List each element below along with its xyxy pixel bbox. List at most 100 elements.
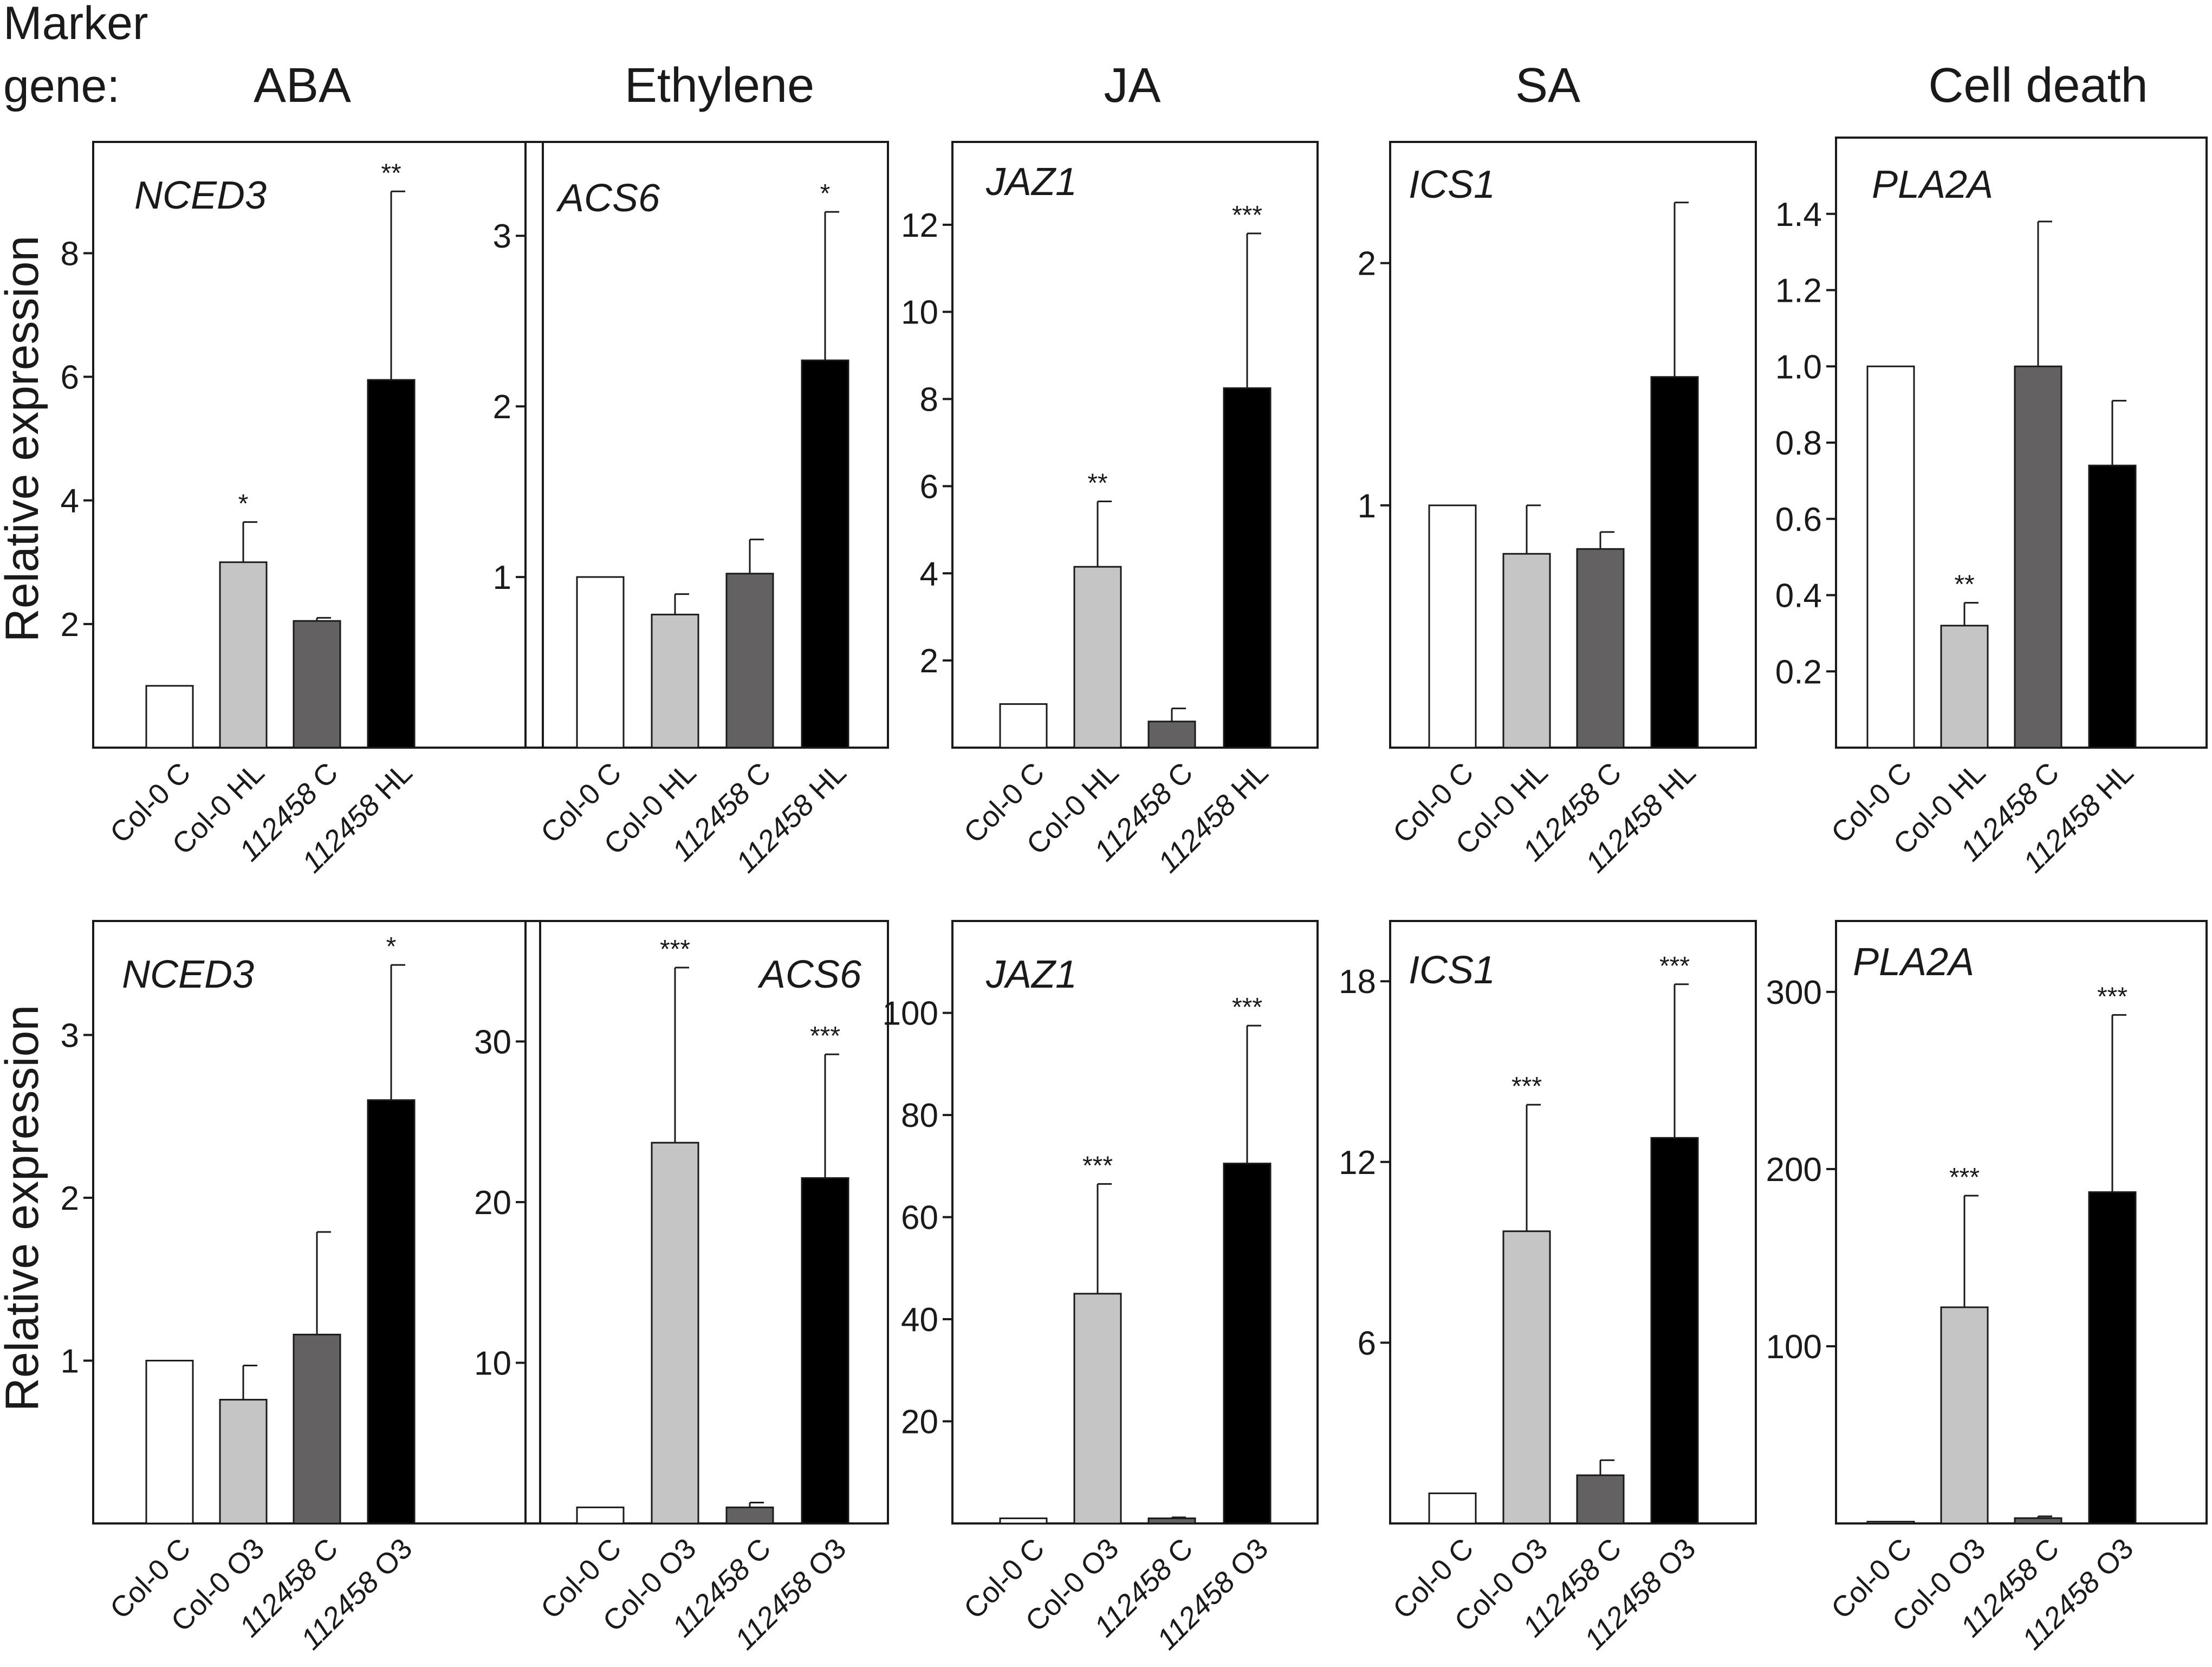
gene-title-acs6: ACS6 <box>757 953 862 996</box>
bar-nced3-2 <box>293 620 341 749</box>
bar-jaz1-2 <box>1147 721 1196 749</box>
y-tick-label: 100 <box>883 995 938 1033</box>
bar-jaz1-3 <box>1223 387 1272 749</box>
significance-mark: * <box>238 490 249 518</box>
gene-title-acs6: ACS6 <box>556 177 660 220</box>
significance-mark: *** <box>2097 982 2127 1011</box>
y-tick-label: 6 <box>1358 1325 1376 1362</box>
y-tick-label: 1.4 <box>1775 196 1822 233</box>
y-tick-label: 12 <box>1339 1144 1376 1182</box>
category-header-aba: ABA <box>254 59 351 113</box>
gene-title-ics1: ICS1 <box>1409 949 1495 992</box>
significance-mark: *** <box>1232 993 1262 1022</box>
bar-acs6-2 <box>725 573 774 749</box>
significance-mark: *** <box>1512 1072 1542 1101</box>
gene-title-jaz1: JAZ1 <box>985 953 1077 996</box>
y-tick-label: 200 <box>1766 1151 1822 1189</box>
bar-pla2a-2 <box>2014 365 2062 749</box>
category-header-cell-death: Cell death <box>1928 59 2148 113</box>
gene-title-ics1: ICS1 <box>1409 163 1495 206</box>
y-tick-label: 1.2 <box>1775 273 1822 310</box>
bar-ics1-3 <box>1650 1137 1699 1525</box>
y-tick-label: 0.2 <box>1775 653 1822 691</box>
y-tick-label: 10 <box>474 1345 511 1382</box>
y-tick-label: 2 <box>493 388 511 426</box>
category-header-ethylene: Ethylene <box>625 59 814 113</box>
bar-ics1-2 <box>1576 548 1625 749</box>
bar-ics1-0 <box>1428 1492 1477 1525</box>
plot-frame <box>951 141 1319 749</box>
significance-mark: ** <box>1087 469 1107 498</box>
y-tick-label: 8 <box>61 235 79 273</box>
y-tick-label: 4 <box>920 555 938 593</box>
marker-label-line2: gene: <box>3 60 120 112</box>
bar-acs6-0 <box>576 1506 625 1525</box>
y-tick-label: 60 <box>901 1199 938 1237</box>
bar-jaz1-1 <box>1073 1293 1122 1525</box>
gene-title-nced3: NCED3 <box>134 174 267 217</box>
bar-nced3-0 <box>145 1359 194 1525</box>
y-tick-label: 100 <box>1766 1328 1822 1366</box>
y-axis-label-bottom: Relative expression <box>0 1005 48 1411</box>
significance-mark: *** <box>810 1022 840 1050</box>
bar-jaz1-1 <box>1073 566 1122 749</box>
gene-title-pla2a: PLA2A <box>1872 163 1993 206</box>
y-tick-label: 4 <box>61 483 79 520</box>
y-tick-label: 40 <box>901 1301 938 1339</box>
y-tick-label: 80 <box>901 1097 938 1134</box>
bar-pla2a-3 <box>2088 1191 2137 1525</box>
bar-acs6-1 <box>651 1141 699 1525</box>
significance-mark: * <box>820 179 831 208</box>
bar-jaz1-0 <box>999 703 1048 749</box>
gene-title-nced3: NCED3 <box>122 953 254 996</box>
plot-frame <box>1389 920 1757 1525</box>
y-tick-label: 3 <box>61 1017 79 1054</box>
y-tick-label: 0.4 <box>1775 578 1822 615</box>
bar-acs6-3 <box>801 1177 849 1525</box>
y-tick-label: 1 <box>61 1342 79 1380</box>
bar-nced3-1 <box>219 1399 268 1525</box>
y-tick-label: 8 <box>920 381 938 419</box>
bar-ics1-1 <box>1502 1230 1551 1525</box>
gene-title-pla2a: PLA2A <box>1853 940 1974 984</box>
y-tick-label: 1 <box>493 559 511 596</box>
bar-ics1-0 <box>1428 504 1477 749</box>
bar-jaz1-3 <box>1223 1163 1272 1525</box>
y-tick-label: 3 <box>493 218 511 255</box>
plot-frame <box>524 920 889 1525</box>
plot-frame <box>524 141 889 749</box>
bar-nced3-3 <box>367 1099 416 1525</box>
significance-mark: ** <box>381 159 401 187</box>
bar-acs6-3 <box>801 359 849 749</box>
bar-nced3-3 <box>367 379 416 749</box>
significance-mark: *** <box>1082 1151 1113 1180</box>
y-tick-label: 2 <box>920 643 938 680</box>
bar-nced3-0 <box>145 685 194 749</box>
bar-acs6-1 <box>651 613 699 749</box>
y-tick-label: 0.8 <box>1775 425 1822 462</box>
bar-pla2a-1 <box>1940 1306 1989 1525</box>
bar-pla2a-3 <box>2088 464 2137 749</box>
gene-title-jaz1: JAZ1 <box>985 160 1077 204</box>
y-tick-label: 18 <box>1339 963 1376 1001</box>
significance-mark: *** <box>1949 1163 1980 1192</box>
bar-ics1-1 <box>1502 553 1551 749</box>
bar-acs6-2 <box>725 1506 774 1525</box>
bar-jaz1-2 <box>1147 1517 1196 1525</box>
y-tick-label: 1 <box>1358 488 1376 525</box>
category-header-ja: JA <box>1104 59 1160 113</box>
bar-pla2a-0 <box>1866 1521 1915 1525</box>
y-tick-label: 6 <box>920 468 938 505</box>
y-tick-label: 300 <box>1766 974 1822 1011</box>
y-tick-label: 6 <box>61 359 79 397</box>
bar-ics1-2 <box>1576 1474 1625 1525</box>
